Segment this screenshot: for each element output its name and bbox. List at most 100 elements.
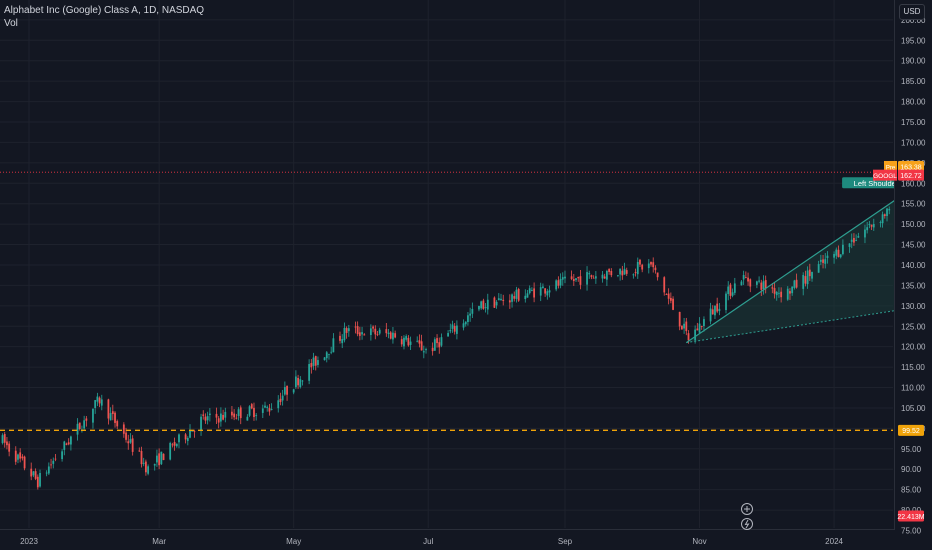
add-icon-circle bbox=[741, 503, 753, 515]
candle-body bbox=[837, 249, 840, 258]
candle-body bbox=[577, 276, 580, 279]
symbol-title[interactable]: Alphabet Inc (Google) Class A, 1D, NASDA… bbox=[4, 5, 205, 16]
candle-body bbox=[590, 275, 593, 278]
candle-body bbox=[698, 323, 701, 333]
candle-body bbox=[678, 311, 681, 327]
volume-legend[interactable]: Vol bbox=[4, 18, 18, 29]
symbol-tag-label: GOOGL bbox=[873, 173, 897, 180]
candle-body bbox=[308, 364, 311, 381]
candle-body bbox=[294, 376, 297, 388]
candle-body bbox=[19, 452, 22, 459]
candle-body bbox=[683, 323, 685, 329]
candle-body bbox=[508, 300, 511, 303]
candle-body bbox=[231, 411, 233, 416]
candle-body bbox=[811, 271, 813, 279]
time-tick-label: Nov bbox=[692, 537, 706, 546]
candle-body bbox=[433, 339, 436, 351]
candle-body bbox=[358, 332, 361, 336]
candle-body bbox=[471, 308, 474, 314]
candle-body bbox=[92, 408, 94, 423]
candle-body bbox=[636, 261, 639, 275]
candle-body bbox=[696, 328, 699, 331]
candle-body bbox=[208, 413, 211, 415]
candle-body bbox=[839, 254, 842, 258]
candle-body bbox=[822, 259, 824, 263]
price-tick-label: 150.00 bbox=[901, 220, 926, 229]
candle-body bbox=[619, 268, 622, 275]
candle-body bbox=[246, 416, 249, 421]
candle-body bbox=[835, 249, 838, 256]
candle-body bbox=[317, 360, 319, 365]
candle-body bbox=[824, 259, 827, 264]
candle-body bbox=[347, 328, 350, 332]
candle-body bbox=[325, 352, 328, 359]
candle-body bbox=[107, 399, 110, 419]
candle-body bbox=[727, 286, 730, 295]
chart-side-icons[interactable] bbox=[741, 503, 753, 530]
candle-body bbox=[312, 357, 315, 366]
lightning-icon[interactable] bbox=[741, 518, 753, 530]
candle-body bbox=[515, 289, 518, 299]
candle-body bbox=[6, 441, 8, 446]
candle-body bbox=[36, 476, 39, 488]
candle-body bbox=[725, 293, 727, 311]
neckline bbox=[686, 304, 932, 344]
chart-legend: Alphabet Inc (Google) Class A, 1D, NASDA… bbox=[4, 4, 204, 30]
candle-body bbox=[125, 432, 127, 440]
candle-body bbox=[555, 280, 558, 290]
candle-body bbox=[286, 386, 288, 395]
candle-body bbox=[718, 308, 721, 312]
candle-body bbox=[323, 357, 326, 361]
pre-price-tag-label: 163.38 bbox=[900, 164, 922, 171]
price-tick-label: 145.00 bbox=[901, 241, 926, 250]
candle-body bbox=[193, 431, 196, 433]
candle-body bbox=[775, 291, 778, 296]
candle-body bbox=[464, 321, 467, 325]
candle-body bbox=[711, 309, 714, 315]
candle-body bbox=[270, 409, 273, 411]
candle-body bbox=[879, 222, 882, 223]
candle-body bbox=[85, 418, 88, 421]
candle-body bbox=[63, 441, 66, 450]
candle-body bbox=[440, 337, 443, 346]
candle-body bbox=[687, 333, 690, 341]
candle-body bbox=[189, 430, 191, 438]
candle-body bbox=[647, 263, 650, 269]
candle-body bbox=[833, 254, 835, 258]
candle-body bbox=[389, 332, 392, 339]
price-tags: 163.38 162.72 99.52 22.413M Pre GOOGL bbox=[873, 160, 925, 522]
price-tick-label: 120.00 bbox=[901, 343, 926, 352]
candle-body bbox=[603, 276, 606, 279]
candle-body bbox=[621, 270, 624, 276]
candle-body bbox=[114, 412, 116, 423]
candle-body bbox=[175, 443, 178, 447]
candle-body bbox=[729, 284, 732, 296]
candle-body bbox=[204, 416, 207, 421]
candle-body bbox=[542, 286, 544, 289]
price-tick-label: 110.00 bbox=[901, 384, 925, 393]
candle-body bbox=[883, 214, 886, 217]
candle-body bbox=[714, 305, 716, 316]
add-icon[interactable] bbox=[741, 503, 753, 515]
pre-price-tag-box bbox=[898, 160, 924, 172]
candle-body bbox=[116, 421, 119, 427]
candle-body bbox=[703, 319, 705, 327]
candle-body bbox=[486, 299, 489, 310]
candle-body bbox=[495, 301, 498, 306]
candle-body bbox=[656, 272, 659, 278]
candle-body bbox=[222, 414, 225, 420]
candle-body bbox=[641, 264, 644, 270]
candle-body bbox=[94, 400, 97, 409]
price-tick-label: 155.00 bbox=[901, 200, 926, 209]
candle-body bbox=[394, 333, 397, 338]
price-axis-background bbox=[895, 0, 932, 550]
price-axis[interactable]: 75.0080.0085.0090.0095.00100.00105.00110… bbox=[894, 0, 932, 550]
currency-button[interactable]: USD bbox=[899, 4, 925, 20]
candle-body bbox=[853, 237, 855, 243]
candle-body bbox=[625, 270, 628, 274]
candle-body bbox=[21, 456, 24, 459]
candle-body bbox=[156, 455, 158, 463]
time-axis[interactable]: 2023MarMayJulSepNov2024MarMayJulSepNov20… bbox=[0, 529, 932, 550]
candle-body bbox=[502, 299, 505, 301]
